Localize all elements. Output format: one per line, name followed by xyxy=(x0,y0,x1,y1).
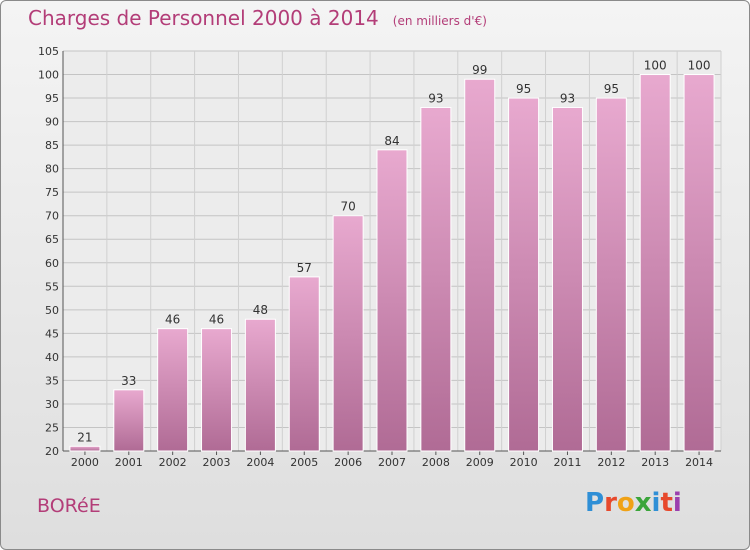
x-tick-label-2003: 2003 xyxy=(203,456,231,469)
y-tick-label: 85 xyxy=(45,139,59,152)
value-label-2004: 48 xyxy=(253,303,268,317)
bar-2008 xyxy=(420,106,452,452)
bar-2013 xyxy=(639,74,671,452)
value-label-2012: 95 xyxy=(604,82,619,96)
bar-2014 xyxy=(683,74,715,452)
y-tick-label: 30 xyxy=(45,398,59,411)
x-tick-label-2006: 2006 xyxy=(334,456,362,469)
y-tick-label: 35 xyxy=(45,374,59,387)
y-tick-label: 105 xyxy=(38,45,59,58)
chart-title: Charges de Personnel 2000 à 2014 (en mill… xyxy=(28,6,487,30)
y-tick-label: 95 xyxy=(45,92,59,105)
x-tick-label-2001: 2001 xyxy=(115,456,143,469)
x-tick-label-2005: 2005 xyxy=(290,456,318,469)
bar-2007 xyxy=(376,149,408,452)
data-labels: 21 33 46 46 48 57 70 84 93 99 95 93 95 100 100 xyxy=(77,59,710,445)
y-tick-label: 25 xyxy=(45,421,59,434)
bar-2002 xyxy=(157,328,189,452)
bar-2009 xyxy=(464,78,496,452)
x-tick-label-2004: 2004 xyxy=(246,456,274,469)
value-label-2003: 46 xyxy=(209,313,224,327)
x-tick-label-2012: 2012 xyxy=(597,456,625,469)
bar-2004 xyxy=(244,318,276,452)
value-label-2001: 33 xyxy=(121,374,136,388)
value-label-2011: 93 xyxy=(560,91,575,105)
logo-letter: x xyxy=(634,488,652,518)
x-tick-label-2013: 2013 xyxy=(641,456,669,469)
logo-letter: P xyxy=(585,488,605,518)
logo-letter: r xyxy=(604,488,617,518)
bar-2011 xyxy=(551,106,583,452)
value-label-2008: 93 xyxy=(428,91,443,105)
y-tick-label: 70 xyxy=(45,210,59,223)
bar-2012 xyxy=(595,97,627,452)
x-tick-label-2011: 2011 xyxy=(553,456,581,469)
y-tick-label: 75 xyxy=(45,186,59,199)
y-tick-label: 20 xyxy=(45,445,59,458)
chart-title-text: Charges de Personnel 2000 à 2014 xyxy=(28,6,379,30)
x-tick-label-2002: 2002 xyxy=(159,456,187,469)
logo-letter: t xyxy=(660,488,673,518)
y-tick-label: 50 xyxy=(45,304,59,317)
y-tick-label: 60 xyxy=(45,257,59,270)
x-tick-label-2009: 2009 xyxy=(466,456,494,469)
value-label-2010: 95 xyxy=(516,82,531,96)
y-tick-label: 80 xyxy=(45,163,59,176)
y-tick-label: 90 xyxy=(45,116,59,129)
value-label-2013: 100 xyxy=(644,59,667,73)
value-label-2014: 100 xyxy=(688,59,711,73)
logo-letter: o xyxy=(616,488,635,518)
bar-2010 xyxy=(508,97,540,452)
y-tick-label: 40 xyxy=(45,351,59,364)
y-tick-label: 100 xyxy=(38,69,59,82)
bar-2005 xyxy=(288,276,320,452)
x-tick-label-2014: 2014 xyxy=(685,456,713,469)
bar-2000 xyxy=(69,445,101,452)
logo-letter: i xyxy=(672,488,682,518)
bar-2003 xyxy=(201,328,233,452)
y-tick-label: 45 xyxy=(45,327,59,340)
chart-subtitle: (en milliers d'€) xyxy=(392,14,487,28)
value-label-2007: 84 xyxy=(384,134,399,148)
y-tick-label: 65 xyxy=(45,233,59,246)
value-label-2005: 57 xyxy=(297,261,312,275)
value-label-2000: 21 xyxy=(77,430,92,444)
value-label-2009: 99 xyxy=(472,63,487,77)
logo-letter: i xyxy=(651,488,661,518)
axes: 20 25 30 35 40 45 50 55 60 65 70 75 80 85 90 95 100 105 20… xyxy=(38,45,721,469)
bar-2006 xyxy=(332,215,364,452)
proxiti-logo[interactable]: Proxiti xyxy=(585,488,682,518)
x-tick-label-2008: 2008 xyxy=(422,456,450,469)
bars xyxy=(69,74,715,452)
value-label-2002: 46 xyxy=(165,313,180,327)
commune-name: BORéE xyxy=(37,495,101,517)
y-tick-label: 55 xyxy=(45,280,59,293)
bar-2001 xyxy=(113,389,145,452)
value-label-2006: 70 xyxy=(340,200,355,214)
x-tick-label-2010: 2010 xyxy=(510,456,538,469)
x-tick-label-2000: 2000 xyxy=(71,456,99,469)
x-tick-label-2007: 2007 xyxy=(378,456,406,469)
